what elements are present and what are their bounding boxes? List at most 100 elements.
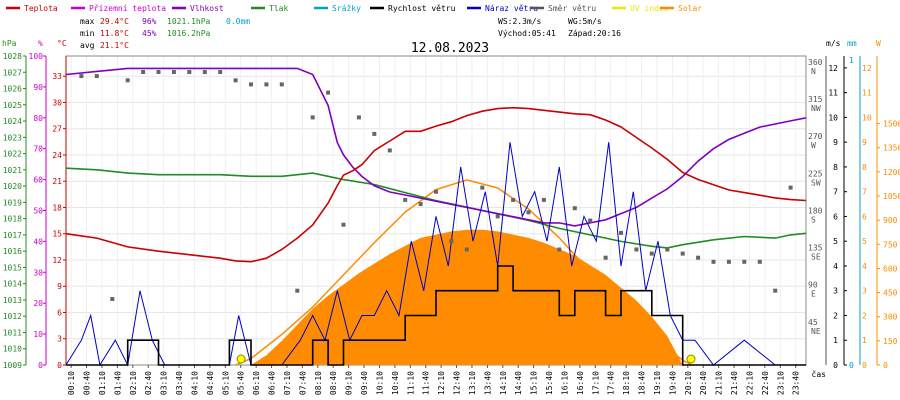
tick-label-humidity: 80 <box>33 114 43 123</box>
wind-direction-point <box>418 202 423 207</box>
humidity-line <box>65 67 807 227</box>
legend-label: Vlhkost <box>190 4 224 13</box>
tick-label-humidity: 50 <box>33 207 43 216</box>
tick-label-temperature: 27 <box>52 125 62 134</box>
legend-label: Přízemní teplota <box>89 4 166 13</box>
tick-label-solar: 1050 <box>883 192 900 201</box>
tick-label-time: 04:10 <box>190 371 199 395</box>
tick-label-solar: 900 <box>883 216 898 225</box>
tick-label-pressure: 1025 <box>3 101 22 110</box>
tick-label-solar: 1200 <box>883 168 900 177</box>
tick-label-wind: 11 <box>828 89 838 98</box>
wind-direction-point <box>696 255 701 260</box>
tick-label-uv: 12 <box>862 64 872 73</box>
stats-sunrise: Východ:05:41 <box>498 29 556 38</box>
legend-label: UV index <box>630 4 669 13</box>
tick-label-humidity: 0 <box>38 361 43 370</box>
tick-label-time: 13:40 <box>483 371 492 395</box>
tick-label-time: 14:10 <box>499 371 508 395</box>
solar-area <box>251 229 683 365</box>
wind-direction-point <box>634 247 639 252</box>
wind-direction-point <box>495 214 500 219</box>
tick-label-temperature: 21 <box>52 177 62 186</box>
tick-label-direction: NE <box>811 327 821 336</box>
tick-label-solar: 1350 <box>883 144 900 153</box>
tick-label-time: 04:40 <box>206 371 215 395</box>
tick-label-time: 07:40 <box>298 371 307 395</box>
tick-label-rain: 1 <box>849 56 854 65</box>
tick-label-pressure: 1026 <box>3 85 22 94</box>
tick-label-time: 18:10 <box>622 371 631 395</box>
tick-label-time: 21:10 <box>715 371 724 395</box>
wind-direction-point <box>310 115 315 120</box>
wind-direction-point <box>341 222 346 227</box>
tick-label-wind: 6 <box>833 212 838 221</box>
tick-label-time: 06:10 <box>252 371 261 395</box>
legend-label: Srážky <box>332 4 361 13</box>
legend-label: Směr větru <box>548 4 596 13</box>
tick-label-time: 12:10 <box>437 371 446 395</box>
tick-label-temperature: 6 <box>57 308 62 317</box>
wind-direction-point <box>788 185 793 190</box>
tick-label-pressure: 1016 <box>3 247 22 256</box>
tick-label-time: 17:10 <box>591 371 600 395</box>
axis-unit-label: hPa <box>2 39 17 48</box>
wind-direction-point <box>264 82 269 87</box>
tick-label-time: 20:40 <box>699 371 708 395</box>
tick-label-humidity: 20 <box>33 299 43 308</box>
tick-label-direction: N <box>811 67 816 76</box>
tick-label-direction: 315 <box>808 95 823 104</box>
tick-label-time: 01:40 <box>113 371 122 395</box>
tick-label-direction: 360 <box>808 58 823 67</box>
tick-label-direction: 45 <box>808 318 818 327</box>
tick-label-time: 05:40 <box>237 371 246 395</box>
tick-label-time: 22:10 <box>745 371 754 395</box>
legend-label: Náraz větru <box>485 4 538 13</box>
wind-direction-point <box>619 230 623 235</box>
wind-direction-point <box>649 251 654 256</box>
wind-direction-point <box>326 90 331 95</box>
tick-label-time: 19:10 <box>653 371 662 395</box>
wind-direction-point <box>125 78 130 83</box>
tick-label-direction: SW <box>811 178 821 187</box>
stats-max-hum: 96% <box>142 17 157 26</box>
wind-direction-point <box>464 247 469 252</box>
tick-label-time: 01:10 <box>98 371 107 395</box>
stats-min-temp: 11.8°C <box>100 29 129 38</box>
wind-direction-point <box>249 82 253 87</box>
stats-min-press: 1016.2hPa <box>167 29 211 38</box>
wind-speed-line <box>66 265 806 366</box>
tick-label-humidity: 30 <box>33 268 43 277</box>
tick-label-uv: 11 <box>862 89 872 98</box>
tick-label-solar: 1500 <box>883 120 900 129</box>
tick-label-time: 16:40 <box>576 371 585 395</box>
tick-label-pressure: 1022 <box>3 150 22 159</box>
stats-min-label: min <box>80 29 95 38</box>
chart-title: 12.08.2023 <box>411 41 489 56</box>
wind-direction-point <box>110 297 115 301</box>
tick-label-wind: 4 <box>833 262 838 271</box>
tick-label-pressure: 1017 <box>3 231 22 240</box>
tick-label-time: 09:40 <box>360 371 369 395</box>
wind-direction-point <box>356 115 361 120</box>
wind-direction-point <box>773 288 778 293</box>
tick-label-time: 16:10 <box>560 371 569 395</box>
tick-label-direction: W <box>811 141 816 150</box>
stats-sunset: Západ:20:16 <box>568 29 621 38</box>
tick-label-humidity: 40 <box>33 237 43 246</box>
tick-label-time: 12:40 <box>453 371 462 395</box>
tick-label-pressure: 1009 <box>3 361 22 370</box>
tick-label-temperature: 3 <box>57 335 62 344</box>
tick-label-uv: 0 <box>862 361 867 370</box>
tick-label-uv: 9 <box>862 138 867 147</box>
stats-ws: WS:2.3m/s <box>498 17 542 26</box>
tick-label-direction: 135 <box>808 244 823 253</box>
tick-label-uv: 5 <box>862 237 867 246</box>
tick-label-humidity: 60 <box>33 176 43 185</box>
tick-label-wind: 2 <box>833 311 838 320</box>
tick-label-humidity: 70 <box>33 145 43 154</box>
tick-label-time: 03:10 <box>160 371 169 395</box>
tick-label-pressure: 1012 <box>3 312 22 321</box>
tick-label-wind: 9 <box>833 138 838 147</box>
plot-area <box>65 67 807 367</box>
